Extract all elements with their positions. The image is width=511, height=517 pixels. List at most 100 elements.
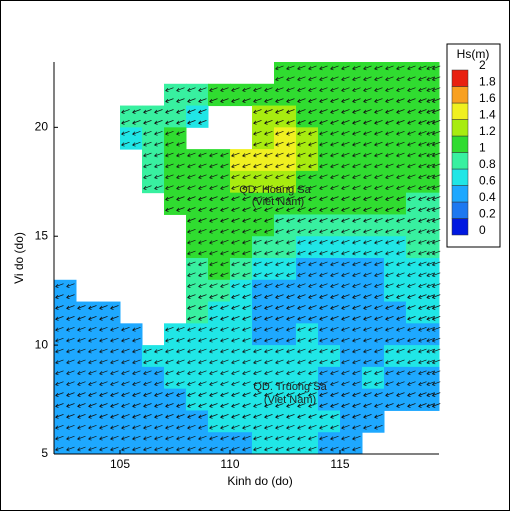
arrow — [363, 250, 372, 256]
cell — [428, 83, 440, 107]
arrow — [330, 109, 339, 114]
cell — [384, 236, 407, 259]
arrow — [396, 261, 405, 267]
arrow — [286, 261, 295, 267]
arrow — [187, 250, 196, 256]
arrow — [66, 326, 75, 332]
arrow — [275, 414, 284, 419]
arrow — [330, 218, 339, 223]
cell — [428, 127, 440, 150]
arrow — [352, 294, 361, 299]
arrow — [418, 207, 427, 212]
cell — [230, 236, 253, 259]
arrow — [297, 370, 306, 376]
arrow — [363, 403, 372, 408]
arrow — [286, 239, 295, 245]
arrow — [110, 359, 119, 365]
arrow — [253, 337, 262, 343]
colorbar-swatch — [451, 135, 469, 153]
arrow — [165, 120, 174, 125]
arrow — [66, 348, 75, 354]
arrow — [264, 130, 273, 136]
arrow — [242, 152, 251, 158]
arrow — [385, 141, 394, 147]
arrow — [297, 359, 306, 365]
cell — [406, 279, 429, 303]
arrow — [55, 435, 64, 441]
arrow — [374, 239, 383, 245]
arrow — [242, 228, 251, 234]
arrow — [330, 435, 339, 441]
arrow — [253, 261, 262, 267]
arrow — [66, 359, 75, 365]
cell — [340, 279, 363, 303]
arrow — [187, 424, 196, 430]
arrow — [253, 326, 262, 332]
cell — [208, 214, 231, 237]
arrow — [209, 218, 218, 223]
cell — [98, 366, 121, 390]
arrow — [418, 239, 427, 245]
arrow — [363, 228, 372, 234]
arrow — [341, 239, 350, 245]
arrow — [132, 130, 141, 136]
arrow — [330, 239, 339, 245]
cell — [340, 410, 363, 433]
arrow — [176, 152, 185, 158]
arrow — [132, 435, 141, 441]
arrow — [396, 185, 405, 191]
arrow — [352, 207, 361, 212]
arrow — [341, 424, 350, 430]
arrow — [110, 392, 119, 397]
arrow — [286, 414, 295, 419]
cell — [362, 388, 385, 411]
arrow — [275, 239, 284, 245]
arrow — [121, 130, 130, 136]
cell — [252, 127, 275, 150]
arrow — [242, 370, 251, 376]
arrow — [209, 326, 218, 332]
arrow — [242, 348, 251, 354]
arrow — [363, 414, 372, 419]
arrow — [407, 305, 416, 310]
cell — [362, 127, 385, 150]
arrow — [385, 120, 394, 125]
arrow — [176, 196, 185, 201]
arrow — [253, 370, 262, 376]
arrow — [319, 414, 328, 419]
arrow — [264, 207, 273, 212]
arrow — [55, 359, 64, 365]
arrow — [407, 218, 416, 223]
arrow — [374, 218, 383, 223]
x-tick-label: 115 — [330, 457, 349, 471]
arrow — [275, 65, 284, 71]
arrow — [99, 337, 108, 343]
arrow — [341, 174, 350, 180]
arrow — [55, 348, 64, 354]
cell — [230, 301, 253, 324]
cell — [340, 149, 363, 172]
arrow — [176, 359, 185, 365]
arrow — [330, 228, 339, 234]
arrow — [99, 359, 108, 365]
arrow — [231, 359, 240, 365]
arrow — [426, 218, 435, 223]
cell — [428, 214, 440, 237]
cell — [98, 301, 121, 324]
arrow — [220, 316, 229, 321]
arrow — [297, 294, 306, 299]
arrow — [165, 414, 174, 419]
cell — [186, 388, 209, 411]
arrow — [374, 174, 383, 180]
arrow — [426, 87, 435, 93]
arrow — [66, 305, 75, 310]
arrow — [187, 261, 196, 267]
arrow — [110, 326, 119, 332]
arrow — [341, 130, 350, 136]
arrow — [341, 163, 350, 169]
arrow — [286, 109, 295, 114]
cell — [164, 127, 187, 150]
arrow — [418, 174, 427, 180]
arrow — [209, 316, 218, 321]
cell — [340, 323, 363, 346]
